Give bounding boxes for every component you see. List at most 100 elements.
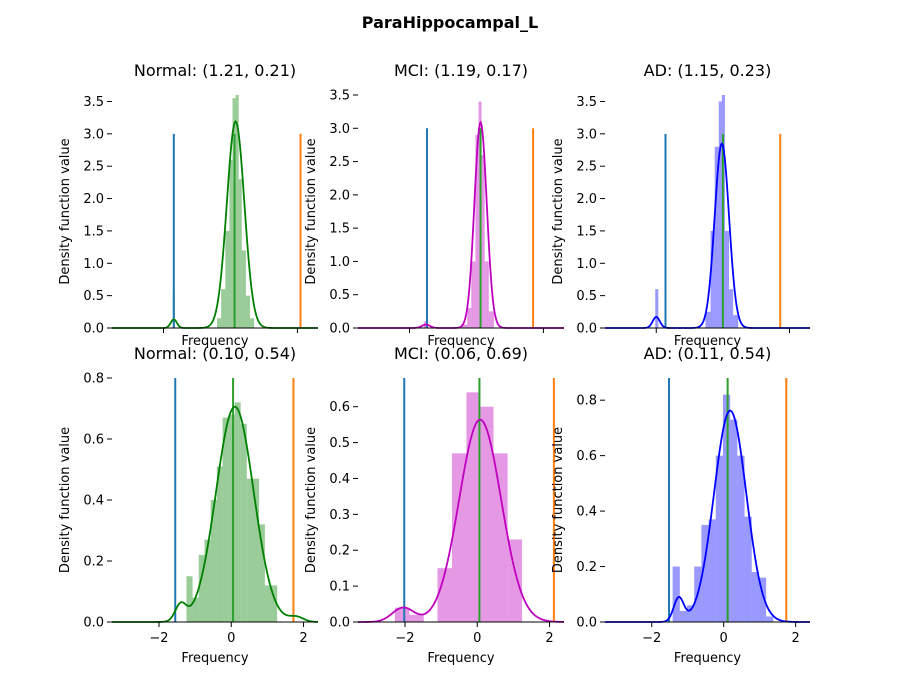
histogram-bar bbox=[708, 519, 716, 622]
y-tick-label: 2.5 bbox=[329, 155, 350, 170]
histogram-bar bbox=[730, 419, 738, 622]
x-axis-label: Frequency bbox=[427, 334, 494, 349]
y-tick-label: 1.0 bbox=[576, 257, 597, 272]
histogram-bar bbox=[479, 406, 494, 622]
y-tick-label: 0.0 bbox=[83, 616, 104, 631]
y-tick-label: 1.0 bbox=[83, 257, 104, 272]
y-tick-label: 0.0 bbox=[576, 616, 597, 631]
subplot-1: Normal: (1.21, 0.21) 0.0 0.5 1.0 1.5 2.0 2.5 3.… bbox=[58, 61, 318, 349]
y-axis-label: Density function value bbox=[304, 427, 319, 573]
subplot-title: MCI: (1.19, 0.17) bbox=[394, 61, 528, 80]
histogram-bar bbox=[493, 453, 508, 622]
x-axis-label: Frequency bbox=[674, 334, 741, 349]
x-tick-label: −2 bbox=[149, 631, 168, 646]
histogram-bar bbox=[221, 289, 226, 328]
x-tick-label: 2 bbox=[791, 631, 799, 646]
histogram-bar bbox=[216, 466, 223, 622]
subplot-title: Normal: (1.21, 0.21) bbox=[134, 61, 296, 80]
histogram-bar bbox=[488, 311, 494, 328]
histogram-bar bbox=[718, 101, 722, 328]
y-tick-label: 1.0 bbox=[329, 255, 350, 270]
y-tick-label: 1.5 bbox=[83, 224, 104, 239]
histogram-bar bbox=[751, 572, 759, 622]
y-tick-label: 0.3 bbox=[329, 508, 350, 523]
y-tick-label: 0.0 bbox=[329, 616, 350, 631]
y-tick-label: 3.5 bbox=[576, 95, 597, 110]
histogram-bar bbox=[198, 554, 205, 622]
y-tick-label: 0.2 bbox=[329, 544, 350, 559]
histogram-bar bbox=[687, 605, 695, 622]
histogram-bar bbox=[241, 250, 246, 328]
histogram-bar bbox=[471, 261, 476, 328]
subplot-4: Normal: (0.10, 0.54) 0.0 0.2 0.4 0.6 0.8 −2 0 2 F… bbox=[58, 344, 319, 666]
histogram-bar bbox=[461, 324, 468, 328]
x-tick-label: 2 bbox=[299, 631, 307, 646]
subplot-5: MCI: (0.06, 0.69) 0.0 0.1 0.2 0.3 0.4 0.5 0.6 −2… bbox=[304, 344, 565, 666]
histogram-bar bbox=[467, 308, 472, 328]
histogram-bar bbox=[186, 576, 193, 622]
histogram-bar bbox=[451, 453, 467, 622]
subplot-title: AD: (0.11, 0.54) bbox=[644, 344, 772, 363]
histogram-bar bbox=[705, 311, 711, 328]
histogram-bar bbox=[437, 568, 452, 622]
y-axis-label: Density function value bbox=[304, 138, 319, 284]
histogram-bar bbox=[246, 478, 253, 622]
histogram-bar bbox=[217, 318, 222, 328]
subplot-grid: Normal: (1.21, 0.21) 0.0 0.5 1.0 1.5 2.0 2.5 3.… bbox=[58, 61, 810, 666]
y-tick-label: 0.6 bbox=[83, 433, 104, 448]
histogram-bar bbox=[228, 414, 235, 622]
x-tick-label: 2 bbox=[545, 631, 553, 646]
histogram-bar bbox=[722, 394, 731, 622]
y-tick-label: 0.4 bbox=[83, 494, 104, 509]
histogram-bar bbox=[729, 289, 734, 328]
histogram-bar bbox=[264, 585, 272, 622]
histogram-bar bbox=[766, 616, 774, 622]
histogram-bar bbox=[733, 315, 739, 328]
histogram-bar bbox=[701, 524, 709, 622]
histogram-bar bbox=[466, 392, 480, 622]
y-tick-label: 0.8 bbox=[83, 372, 104, 387]
y-tick-label: 0.5 bbox=[329, 436, 350, 451]
y-tick-label: 2.5 bbox=[83, 160, 104, 175]
x-axis-label: Frequency bbox=[181, 651, 248, 666]
y-tick-label: 2.0 bbox=[576, 192, 597, 207]
histogram-bar bbox=[252, 478, 260, 622]
x-tick-label: 0 bbox=[227, 631, 235, 646]
histogram-bar bbox=[409, 614, 424, 622]
figure-suptitle: ParaHippocampal_L bbox=[362, 13, 538, 32]
x-tick-label: 0 bbox=[720, 631, 728, 646]
y-tick-label: 0.1 bbox=[329, 580, 350, 595]
y-tick-label: 0.0 bbox=[83, 322, 104, 337]
y-tick-label: 0.2 bbox=[83, 555, 104, 570]
histogram-bar bbox=[724, 230, 730, 328]
y-tick-label: 1.5 bbox=[576, 224, 597, 239]
histogram-bar bbox=[507, 539, 523, 622]
subplot-3: AD: (1.15, 0.23) 0.0 0.5 1.0 1.5 2.0 2.5 3.0 3.5… bbox=[551, 61, 810, 349]
density-curve bbox=[358, 418, 565, 623]
x-tick-label: −2 bbox=[642, 631, 661, 646]
y-tick-label: 0.5 bbox=[329, 288, 350, 303]
subplot-title: Normal: (0.10, 0.54) bbox=[134, 344, 296, 363]
subplot-6: AD: (0.11, 0.54) 0.0 0.2 0.4 0.6 0.8 −2 0 2 Frequ… bbox=[551, 344, 810, 666]
histogram-bar bbox=[744, 516, 752, 622]
density-curve bbox=[112, 120, 318, 329]
density-curve bbox=[605, 142, 810, 329]
y-axis-label: Density function value bbox=[551, 138, 566, 284]
histogram-bar bbox=[475, 134, 479, 328]
y-tick-label: 0.6 bbox=[576, 449, 597, 464]
x-tick-label: 0 bbox=[473, 631, 481, 646]
y-tick-label: 3.5 bbox=[329, 89, 350, 104]
histogram-bar bbox=[222, 417, 229, 622]
y-tick-label: 0.4 bbox=[329, 472, 350, 487]
histogram-bar bbox=[235, 95, 239, 328]
y-tick-label: 2.5 bbox=[576, 160, 597, 175]
histogram-bar bbox=[225, 230, 230, 328]
histogram-bar bbox=[655, 289, 659, 328]
histogram-bar bbox=[672, 566, 680, 622]
histogram-bar bbox=[204, 539, 211, 622]
y-tick-label: 3.5 bbox=[83, 95, 104, 110]
y-tick-label: 3.0 bbox=[329, 122, 350, 137]
histogram-bar bbox=[259, 524, 265, 622]
y-axis-label: Density function value bbox=[58, 427, 73, 573]
